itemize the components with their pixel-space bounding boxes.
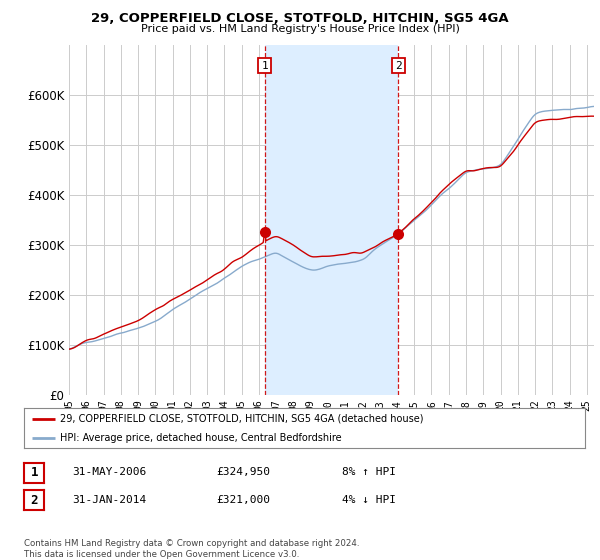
- Text: 1: 1: [31, 466, 38, 479]
- Text: 2: 2: [395, 60, 402, 71]
- Bar: [265, 45, 398, 395]
- Text: 31-JAN-2014: 31-JAN-2014: [72, 494, 146, 505]
- Text: £324,950: £324,950: [216, 467, 270, 477]
- Text: HPI: Average price, detached house, Central Bedfordshire: HPI: Average price, detached house, Cent…: [61, 433, 342, 443]
- Text: 4% ↓ HPI: 4% ↓ HPI: [342, 494, 396, 505]
- Text: 2: 2: [31, 493, 38, 507]
- Text: Contains HM Land Registry data © Crown copyright and database right 2024.
This d: Contains HM Land Registry data © Crown c…: [24, 539, 359, 559]
- Text: 1: 1: [261, 60, 268, 71]
- Text: Price paid vs. HM Land Registry's House Price Index (HPI): Price paid vs. HM Land Registry's House …: [140, 24, 460, 34]
- Text: 8% ↑ HPI: 8% ↑ HPI: [342, 467, 396, 477]
- Text: 31-MAY-2006: 31-MAY-2006: [72, 467, 146, 477]
- Text: 29, COPPERFIELD CLOSE, STOTFOLD, HITCHIN, SG5 4GA (detached house): 29, COPPERFIELD CLOSE, STOTFOLD, HITCHIN…: [61, 414, 424, 423]
- Text: £321,000: £321,000: [216, 494, 270, 505]
- Text: 29, COPPERFIELD CLOSE, STOTFOLD, HITCHIN, SG5 4GA: 29, COPPERFIELD CLOSE, STOTFOLD, HITCHIN…: [91, 12, 509, 25]
